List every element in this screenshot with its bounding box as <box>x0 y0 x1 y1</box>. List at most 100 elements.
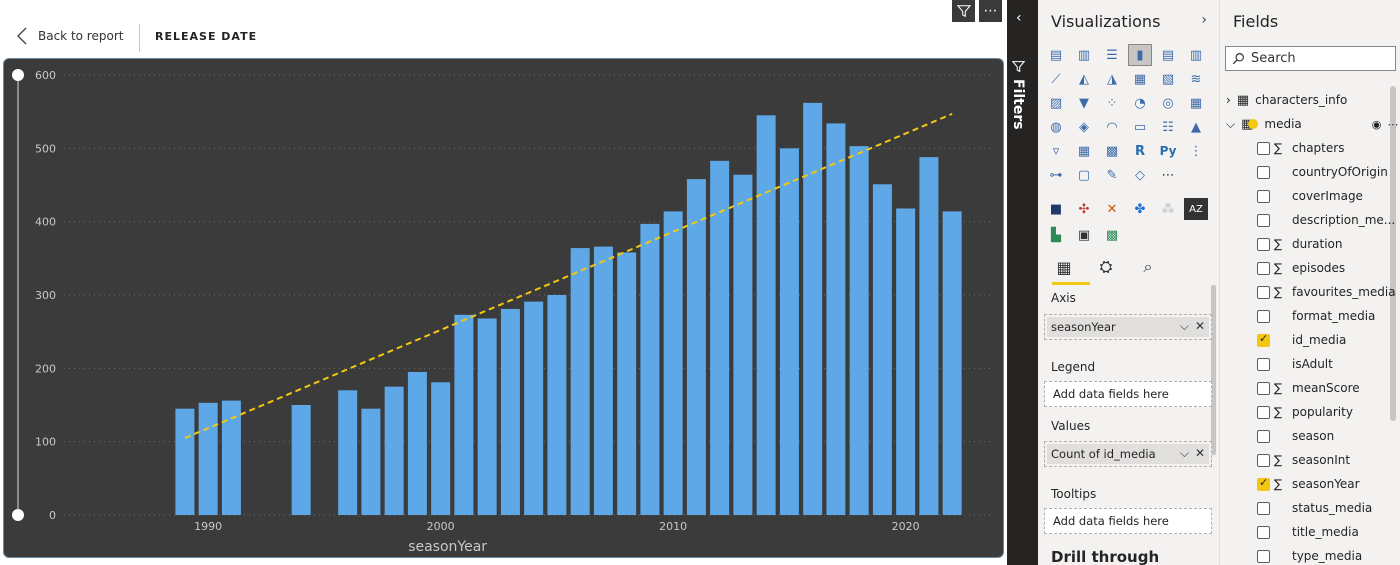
bar[interactable] <box>872 184 892 515</box>
stacked-bar-chart-icon[interactable]: ▤ <box>1049 47 1063 63</box>
ribbon-chart-icon[interactable]: ≋ <box>1190 71 1202 87</box>
pie-chart-icon[interactable]: ◔ <box>1134 95 1146 111</box>
bar[interactable] <box>593 246 613 515</box>
bar[interactable] <box>779 148 799 515</box>
r-visual-icon[interactable]: R <box>1134 143 1145 159</box>
key-influencers-icon[interactable]: ⋮ <box>1189 143 1203 159</box>
filled-map-icon[interactable]: ◈ <box>1079 119 1089 135</box>
bar[interactable] <box>547 295 567 515</box>
field-checkbox[interactable] <box>1257 501 1270 515</box>
filters-label[interactable]: Filters <box>1010 60 1026 130</box>
bar[interactable] <box>640 223 660 515</box>
back-to-report-button[interactable]: Back to report <box>16 27 123 45</box>
field-checkbox[interactable] <box>1257 189 1270 203</box>
decomposition-tree-icon[interactable]: ⊶ <box>1049 167 1063 183</box>
custom-visual-4-icon[interactable]: ✤ <box>1134 201 1146 217</box>
field-row[interactable]: description_me... <box>1220 209 1400 231</box>
area-chart-icon[interactable]: ◭ <box>1079 71 1089 87</box>
field-checkbox[interactable] <box>1257 476 1270 491</box>
field-checkbox[interactable] <box>1257 261 1270 275</box>
chevron-down-icon[interactable]: ⌵ <box>1226 116 1236 131</box>
column-chart-visual[interactable]: 0 100 200 300 400 500 600 1990 2000 2010 2020 seaso… <box>3 58 1004 558</box>
stacked-area-chart-icon[interactable]: ◮ <box>1107 71 1117 87</box>
y-zoom-slider[interactable] <box>17 75 19 515</box>
bar[interactable] <box>617 252 637 515</box>
stacked-column-chart-icon[interactable]: ▥ <box>1077 47 1091 63</box>
custom-visual-5-icon[interactable]: ⁂ <box>1161 201 1175 217</box>
bar[interactable] <box>849 146 869 515</box>
bar[interactable] <box>803 102 823 515</box>
field-row[interactable]: format_media <box>1220 305 1400 327</box>
field-checkbox[interactable] <box>1257 213 1270 227</box>
funnel-chart-icon[interactable]: ▼ <box>1079 95 1089 111</box>
field-row[interactable]: ∑ popularity <box>1220 401 1400 423</box>
close-icon[interactable]: ✕ <box>1194 319 1205 333</box>
custom-visual-9-icon[interactable]: ▩ <box>1105 227 1119 243</box>
map-icon[interactable]: ◍ <box>1050 119 1062 135</box>
field-checkbox[interactable] <box>1257 405 1270 419</box>
bar[interactable] <box>756 115 776 516</box>
gauge-icon[interactable]: ◠ <box>1106 119 1118 135</box>
field-checkbox[interactable] <box>1257 429 1270 443</box>
bar[interactable] <box>477 318 497 515</box>
custom-visual-8-icon[interactable]: ▣ <box>1077 227 1091 243</box>
field-checkbox[interactable] <box>1257 332 1270 347</box>
field-row[interactable]: ∑ seasonInt <box>1220 449 1400 471</box>
field-row[interactable]: ∑ favourites_media <box>1220 281 1400 303</box>
field-checkbox[interactable] <box>1257 141 1270 155</box>
chevron-down-icon[interactable]: ⌵ <box>1179 319 1189 333</box>
qa-icon[interactable]: ▢ <box>1077 167 1091 183</box>
bar[interactable] <box>663 211 683 515</box>
values-well[interactable]: Count of id_media ⌵ ✕ <box>1044 441 1212 467</box>
filter-icon[interactable] <box>952 0 975 22</box>
waterfall-chart-icon[interactable]: ▨ <box>1049 95 1063 111</box>
field-row[interactable]: status_media <box>1220 497 1400 519</box>
table-icon[interactable]: ▦ <box>1077 143 1091 159</box>
field-checkbox[interactable] <box>1257 549 1270 563</box>
bar[interactable] <box>291 405 311 515</box>
custom-visual-1-icon[interactable]: ■ <box>1049 201 1063 217</box>
custom-visual-6-icon[interactable]: AZ <box>1184 198 1208 220</box>
matrix-icon[interactable]: ▩ <box>1105 143 1119 159</box>
field-checkbox[interactable] <box>1257 357 1270 371</box>
bar[interactable] <box>338 390 358 515</box>
treemap-icon[interactable]: ▦ <box>1189 95 1203 111</box>
field-checkbox[interactable] <box>1257 525 1270 539</box>
tooltips-well[interactable]: Add data fields here <box>1044 508 1212 534</box>
zoom-slider-top-handle[interactable] <box>12 69 24 81</box>
100-stacked-bar-chart-icon[interactable]: ▤ <box>1161 47 1175 63</box>
clustered-bar-chart-icon[interactable]: ☰ <box>1106 47 1118 63</box>
field-checkbox[interactable] <box>1257 381 1270 395</box>
field-row[interactable]: type_media <box>1220 545 1400 565</box>
field-row[interactable]: ∑ episodes <box>1220 257 1400 279</box>
bar[interactable] <box>361 408 381 515</box>
bar[interactable] <box>942 211 962 515</box>
table-media[interactable]: ⌵ ▦ media ◉ ⋯ <box>1226 113 1398 135</box>
bar[interactable] <box>733 174 753 515</box>
field-row[interactable]: season <box>1220 425 1400 447</box>
bar[interactable] <box>221 400 241 515</box>
field-checkbox[interactable] <box>1257 453 1270 467</box>
field-row[interactable]: ∑ meanScore <box>1220 377 1400 399</box>
clustered-column-chart-icon[interactable]: ▮ <box>1128 44 1152 66</box>
more-options-icon[interactable]: ⋯ <box>1387 117 1399 131</box>
bar[interactable] <box>710 160 730 516</box>
bar[interactable] <box>896 208 916 515</box>
more-visuals-icon[interactable]: ⋯ <box>1161 167 1175 183</box>
legend-well[interactable]: Add data fields here <box>1044 381 1212 407</box>
bar[interactable] <box>686 179 706 515</box>
field-row[interactable]: ∑ chapters <box>1220 137 1400 159</box>
fields-search-input[interactable]: Search <box>1225 46 1396 71</box>
chevron-right-icon[interactable]: › <box>1226 93 1231 107</box>
kpi-icon[interactable]: ▲ <box>1191 119 1201 135</box>
bar[interactable] <box>524 301 544 515</box>
axis-well[interactable]: seasonYear ⌵ ✕ <box>1044 314 1212 340</box>
eye-icon[interactable]: ◉ <box>1371 117 1382 131</box>
field-row[interactable]: countryOfOrigin <box>1220 161 1400 183</box>
bar[interactable] <box>500 308 520 515</box>
field-checkbox[interactable] <box>1257 165 1270 179</box>
line-chart-icon[interactable]: ⟋ <box>1051 71 1061 87</box>
analytics-magnifier-icon[interactable]: ⌕ <box>1143 257 1153 276</box>
paginated-report-icon[interactable]: ◇ <box>1135 167 1145 183</box>
field-row[interactable]: isAdult <box>1220 353 1400 375</box>
